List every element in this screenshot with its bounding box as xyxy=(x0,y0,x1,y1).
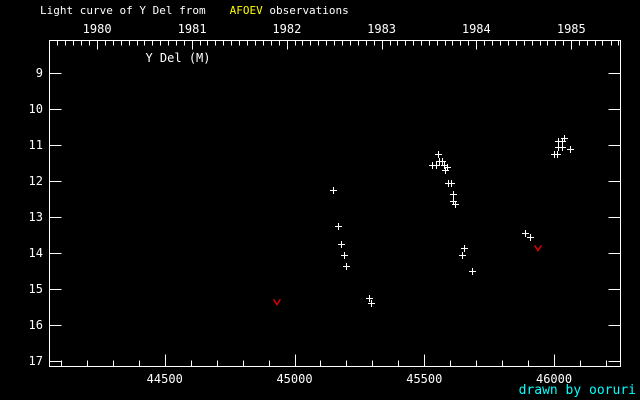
limit-marker xyxy=(272,298,282,306)
data-point xyxy=(335,223,342,230)
data-point xyxy=(567,146,574,153)
chart-title-suffix: observations xyxy=(262,4,349,17)
x-tick-label: 44500 xyxy=(147,372,183,386)
series-fainter-than-limits xyxy=(272,244,543,306)
y-tick-label: 10 xyxy=(29,102,43,116)
data-point xyxy=(450,191,457,198)
data-point xyxy=(461,245,468,252)
data-point xyxy=(433,162,440,169)
data-point xyxy=(459,252,466,259)
data-point xyxy=(330,187,337,194)
chart-title-accent: AFOEV xyxy=(229,4,263,17)
top-axis-ticks: 1980 1981 1982 1983 1984 1985 xyxy=(57,22,619,50)
x-axis-ticks: 44500 45000 45500 46000 xyxy=(61,354,607,386)
chart-title-prefix: Light curve of Y Del from xyxy=(40,4,206,17)
data-point xyxy=(338,241,345,248)
year-label: 1984 xyxy=(462,22,491,36)
data-point xyxy=(527,234,534,241)
star-name-label: Y Del (M) xyxy=(145,51,211,65)
year-label: 1982 xyxy=(272,22,301,36)
credit-text: drawn by ooruri xyxy=(518,383,636,398)
data-point xyxy=(368,300,375,307)
y-tick-label: 9 xyxy=(36,66,43,80)
year-label: 1980 xyxy=(83,22,112,36)
y-tick-label: 16 xyxy=(29,318,43,332)
y-tick-label: 13 xyxy=(29,210,43,224)
y-tick-label: 11 xyxy=(29,138,43,152)
data-point xyxy=(343,263,350,270)
data-point xyxy=(469,268,476,275)
data-point xyxy=(341,252,348,259)
y-tick-label: 14 xyxy=(29,246,43,260)
x-tick-label: 46000 xyxy=(536,372,572,386)
data-point xyxy=(559,144,566,151)
data-point xyxy=(366,295,373,302)
data-point xyxy=(561,135,568,142)
data-point xyxy=(554,151,561,158)
year-label: 1981 xyxy=(178,22,207,36)
chart-title: Light curve of Y Del from AFOEV observati… xyxy=(40,4,349,17)
year-label: 1985 xyxy=(557,22,586,36)
y-tick-label: 12 xyxy=(29,174,43,188)
data-point xyxy=(452,201,459,208)
x-tick-label: 45500 xyxy=(406,372,442,386)
x-tick-label: 45000 xyxy=(276,372,312,386)
data-point xyxy=(448,180,455,187)
series-observations xyxy=(330,135,574,307)
data-point xyxy=(439,158,446,165)
data-point xyxy=(444,164,451,171)
y-tick-label: 17 xyxy=(29,354,43,368)
data-point xyxy=(522,230,529,237)
limit-marker xyxy=(533,244,543,252)
year-label: 1983 xyxy=(367,22,396,36)
y-tick-label: 15 xyxy=(29,282,43,296)
y-axis-ticks: 9 10 11 12 13 14 15 16 17 xyxy=(29,66,621,368)
data-point xyxy=(435,151,442,158)
plot-border xyxy=(49,40,621,367)
